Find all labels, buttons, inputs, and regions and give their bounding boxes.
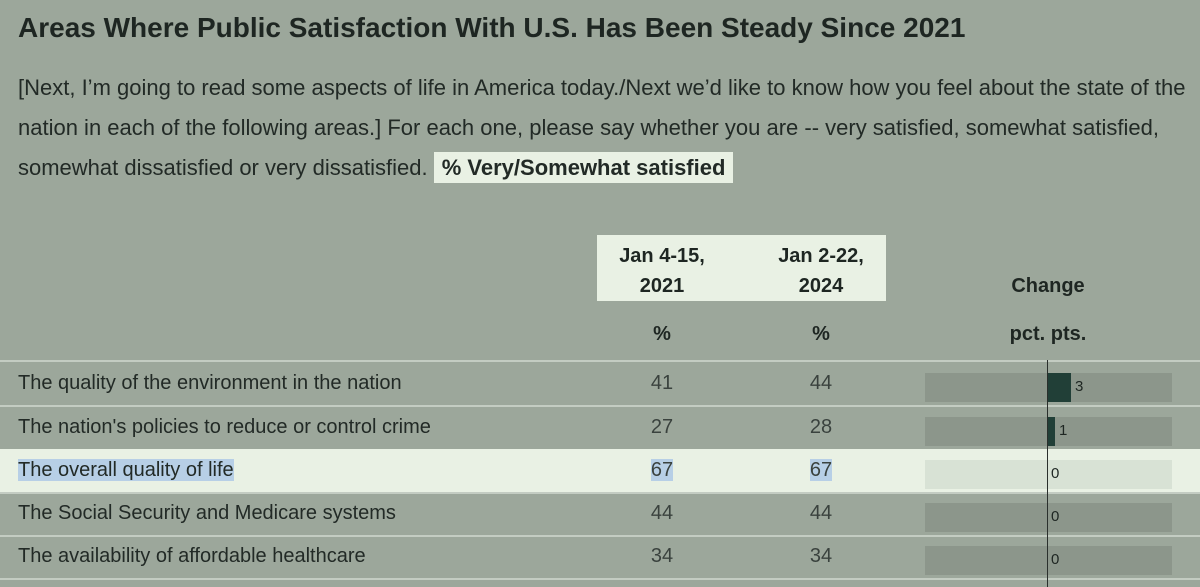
value-2021: 67 [650, 459, 674, 481]
chart-title: Areas Where Public Satisfaction With U.S… [18, 12, 966, 43]
question-text: [Next, I’m going to read some aspects of… [18, 68, 1188, 188]
value-cell: 44 [731, 372, 911, 395]
zero-axis [1047, 360, 1048, 587]
change-track: 3 [925, 373, 1172, 402]
change-track: 1 [925, 417, 1172, 446]
table-row: The overall quality of life 67 67 0 [0, 449, 1200, 492]
row-separator [0, 360, 1200, 362]
col-2024-line1: Jan 2-22, [778, 245, 864, 267]
question-body: [Next, I’m going to read some aspects of… [18, 75, 1186, 180]
change-track: 0 [925, 546, 1172, 575]
value-cell: 67 [731, 459, 911, 482]
row-label-cell: The nation's policies to reduce or contr… [18, 416, 431, 439]
row-label: The nation's policies to reduce or contr… [18, 416, 431, 438]
change-unit: pct. pts. [1009, 323, 1087, 345]
value-cell: 44 [731, 502, 911, 525]
value-2021: 27 [650, 416, 674, 438]
row-separator [0, 578, 1200, 580]
column-header-box [597, 235, 886, 301]
table-row: The nation's policies to reduce or contr… [0, 406, 1200, 449]
value-cell: 34 [731, 545, 911, 568]
table-row: The Social Security and Medicare systems… [0, 492, 1200, 535]
row-label: The Social Security and Medicare systems [18, 502, 396, 524]
row-label-cell: The Social Security and Medicare systems [18, 502, 396, 525]
change-value-label: 0 [1051, 551, 1060, 568]
value-2024: 44 [809, 372, 833, 394]
change-bar [1047, 417, 1055, 446]
measure-label: % Very/Somewhat satisfied [433, 152, 734, 183]
table-row: The quality of the environment in the na… [0, 362, 1200, 405]
row-label-cell: The availability of affordable healthcar… [18, 545, 366, 568]
row-separator [0, 492, 1200, 494]
col-2021-line2: 2021 [639, 275, 685, 297]
col-2021-unit: % [653, 323, 671, 345]
row-separator [0, 535, 1200, 537]
row-label: The quality of the environment in the na… [18, 372, 402, 394]
value-2021: 44 [650, 502, 674, 524]
value-2024: 28 [809, 416, 833, 438]
value-2021: 34 [650, 545, 674, 567]
row-separator [0, 405, 1200, 407]
change-value-label: 0 [1051, 508, 1060, 525]
row-label-cell: The overall quality of life [18, 459, 234, 482]
row-label: The overall quality of life [18, 459, 234, 481]
col-2021-header: Jan 4-15, 2021 [572, 241, 752, 301]
value-2024: 34 [809, 545, 833, 567]
col-2024-line2: 2024 [798, 275, 844, 297]
change-value-label: 3 [1075, 378, 1084, 395]
value-cell: 67 [572, 459, 752, 482]
col-2021-line1: Jan 4-15, [619, 245, 705, 267]
value-cell: 28 [731, 416, 911, 439]
value-2024: 67 [809, 459, 833, 481]
change-header: Change [1011, 275, 1085, 297]
table-row: The availability of affordable healthcar… [0, 535, 1200, 578]
change-track: 0 [925, 460, 1172, 489]
value-cell: 27 [572, 416, 752, 439]
row-label: The availability of affordable healthcar… [18, 545, 366, 567]
row-label-cell: The quality of the environment in the na… [18, 372, 402, 395]
col-2024-header: Jan 2-22, 2024 [731, 241, 911, 301]
value-2021: 41 [650, 372, 674, 394]
change-bar [1047, 373, 1071, 402]
change-value-label: 1 [1059, 422, 1068, 439]
value-cell: 41 [572, 372, 752, 395]
value-cell: 34 [572, 545, 752, 568]
value-cell: 44 [572, 502, 752, 525]
change-value-label: 0 [1051, 465, 1060, 482]
col-2024-unit: % [812, 323, 830, 345]
change-track: 0 [925, 503, 1172, 532]
value-2024: 44 [809, 502, 833, 524]
